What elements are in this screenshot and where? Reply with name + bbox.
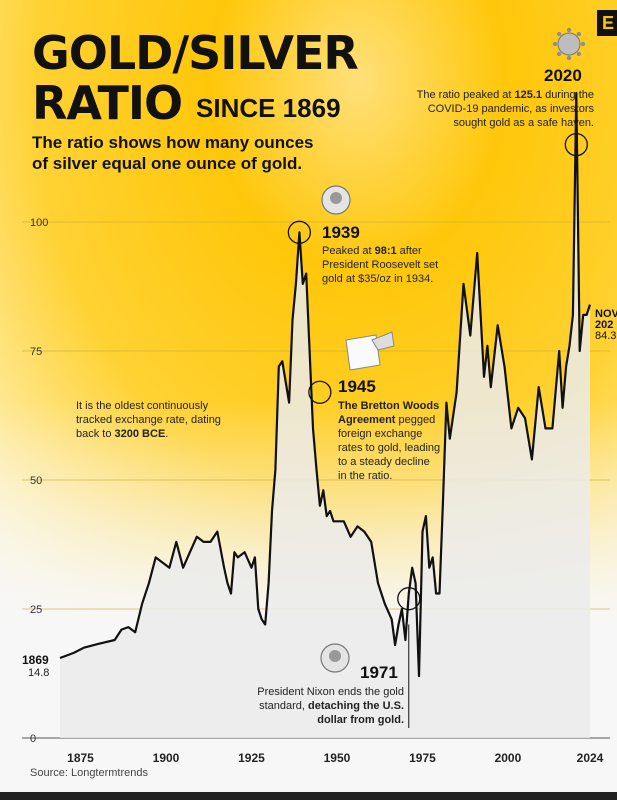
t1939-l3: gold at $35/oz in 1934.: [322, 273, 434, 285]
subtitle-line1: The ratio shows how many ounces: [32, 133, 314, 152]
y-tick-label: 0: [30, 733, 36, 745]
event-marker-circle: [287, 220, 312, 244]
oldest-l2: tracked exchange rate, dating: [76, 414, 221, 426]
t1945-l3: foreign exchange: [338, 428, 423, 440]
virus-spike-icon: [566, 27, 572, 33]
annotation-1971: President Nixon ends the gold standard, …: [230, 685, 404, 727]
t1939-l1-bold: 98:1: [374, 245, 397, 257]
virus-spike-icon: [552, 41, 558, 47]
t2020-l3: sought gold as a safe haven.: [453, 117, 594, 129]
t1945-l4: rates to gold, leading: [338, 442, 441, 454]
oldest-l3-bold: 3200 BCE: [114, 428, 166, 440]
portrait-head-icon: [330, 192, 342, 204]
ratio-area: [60, 93, 590, 738]
t1939-l1-post: after: [396, 245, 422, 257]
t1945-l2-bold: Agreement: [338, 414, 396, 426]
t1945-l6: in the ratio.: [338, 470, 393, 482]
t1939-l2: President Roosevelt set: [322, 259, 439, 271]
t1971-l2-pre: standard,: [259, 700, 309, 712]
year-1939-label: 1939: [322, 223, 360, 242]
latest-l2: 202: [595, 319, 614, 331]
t1971-l2-bold: detaching the U.S.: [308, 700, 404, 712]
t1939-l1-pre: Peaked at: [322, 245, 375, 257]
annotation-1945: The Bretton Woods Agreement pegged forei…: [338, 399, 468, 483]
x-tick-label: 1975: [409, 751, 436, 765]
x-tick-label: 2024: [577, 751, 604, 765]
virus-spike-icon: [576, 51, 582, 57]
title-line2: RATIO: [32, 80, 183, 126]
t1945-l5: to a steady decline: [338, 456, 430, 468]
subtitle-line2: of silver equal one ounce of gold.: [32, 154, 303, 173]
event-marker-circle: [397, 587, 421, 611]
title-ratio: RATIO: [32, 76, 183, 130]
t2020-l1-post: during the: [542, 89, 594, 101]
x-tick-label: 1875: [67, 751, 94, 765]
year-1945-label: 1945: [338, 377, 376, 396]
latest-l3: 84.3: [595, 330, 617, 342]
oldest-l3-post: .: [165, 428, 169, 440]
ratio-line: [59, 91, 592, 678]
annotation-oldest: It is the oldest continuously tracked ex…: [76, 399, 246, 441]
y-tick-label: 75: [30, 346, 42, 358]
virus-spike-icon: [580, 41, 586, 47]
annotation-2020: The ratio peaked at 125.1 during the COV…: [386, 88, 594, 130]
t2020-l1-bold: 125.1: [514, 89, 543, 101]
t2020-l2: COVID-19 pandemic, as investors: [427, 103, 594, 115]
brand-letter: E: [602, 13, 615, 33]
portrait-head-icon: [329, 650, 341, 662]
source-note: Source: Longtermtrends: [30, 767, 149, 779]
year-2020-label: 2020: [544, 66, 582, 85]
t1971-l3: dollar from gold.: [317, 714, 404, 726]
x-tick-label: 1900: [153, 751, 180, 765]
oldest-l3-pre: back to: [76, 428, 115, 440]
x-tick-label: 2000: [495, 751, 522, 765]
document-icon: [345, 334, 381, 371]
annotation-1939: Peaked at 98:1 after President Roosevelt…: [322, 244, 482, 286]
y-tick-label: 25: [30, 604, 42, 616]
y-tick-label: 100: [30, 217, 48, 229]
subtitle: The ratio shows how many ounces of silve…: [32, 132, 342, 174]
t1945-l2-post: pegged: [395, 414, 436, 426]
x-tick-label: 1950: [324, 751, 351, 765]
latest-label: NOV 202 84.3: [595, 309, 617, 342]
year-1971-label: 1971: [360, 663, 398, 682]
virus-spike-icon: [556, 31, 562, 37]
start-year-label: 1869: [22, 653, 49, 667]
event-marker-circle: [564, 132, 588, 157]
latest-l1: NOV: [595, 309, 617, 320]
brand-badge: E: [597, 10, 617, 36]
virus-spike-icon: [556, 51, 562, 57]
y-tick-label: 50: [30, 475, 42, 487]
t2020-l1-pre: The ratio peaked at: [416, 89, 515, 101]
x-tick-label: 1925: [238, 751, 265, 765]
pen-hand-icon: [371, 331, 395, 351]
title-since: SINCE 1869: [196, 93, 341, 123]
start-value-label: 14.8: [28, 667, 50, 679]
t1945-l1: The Bretton Woods: [338, 400, 440, 412]
title-line1: GOLD/SILVER: [32, 26, 359, 80]
footer-bar: [0, 792, 617, 800]
event-marker-circle: [308, 380, 332, 404]
t1971-l1: President Nixon ends the gold: [257, 686, 404, 698]
virus-icon: [557, 32, 581, 56]
virus-spike-icon: [576, 31, 582, 37]
oldest-l1: It is the oldest continuously: [76, 400, 209, 412]
virus-spike-icon: [566, 55, 572, 61]
